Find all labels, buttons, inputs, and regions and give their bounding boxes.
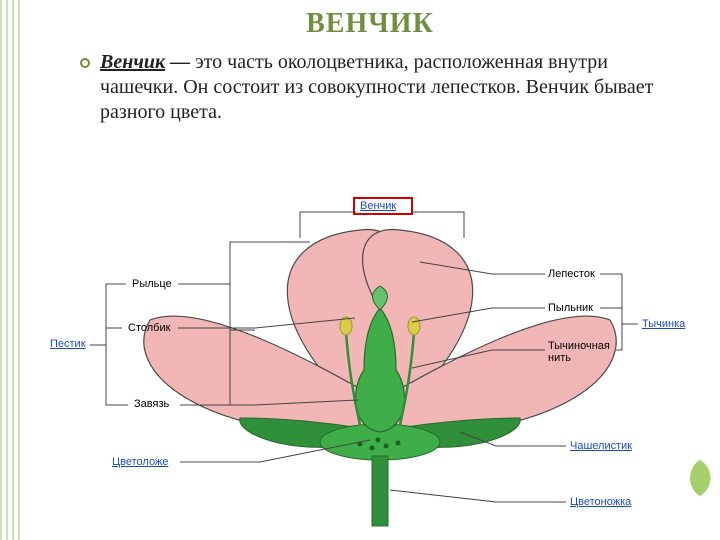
label-petal: Лепесток [548,268,595,280]
bullet-icon [80,58,90,68]
dash: — [165,51,195,73]
label-stamen[interactable]: Тычинка [642,318,685,330]
definition-paragraph: Венчик — это часть околоцветника, распол… [100,50,670,125]
label-ovary: Завязь [134,398,169,410]
decorative-rail [0,0,20,540]
label-corolla[interactable]: Венчик [360,200,396,212]
label-filament: Тычиночная нить [548,340,628,364]
label-stigma: Рыльце [132,278,172,290]
label-pedicel[interactable]: Цветоножка [570,496,631,508]
label-sepal[interactable]: Чашелистик [570,440,632,452]
flower-diagram: Венчик Рыльце Столбик Пестик Завязь Цвет… [60,200,700,530]
slide-content: ВЕНЧИК Венчик — это часть околоцветника,… [20,0,720,540]
label-anther: Пыльник [548,302,593,314]
diagram-svg [60,200,700,530]
label-style: Столбик [128,322,170,334]
page-title: ВЕНЧИК [20,0,720,40]
label-pistil[interactable]: Пестик [50,338,86,350]
paragraph-row: Венчик — это часть околоцветника, распол… [20,40,720,125]
label-receptacle[interactable]: Цветоложе [112,456,168,468]
term: Венчик [100,51,165,73]
